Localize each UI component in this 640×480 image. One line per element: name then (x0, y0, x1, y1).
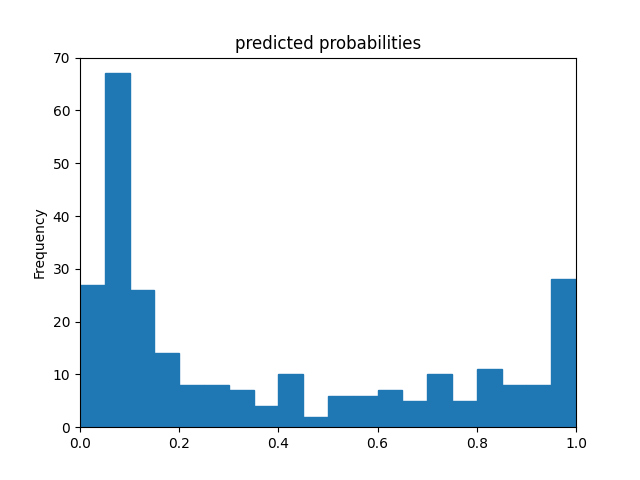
Bar (278, 374, 303, 427)
Title: predicted probabilities: predicted probabilities (235, 35, 421, 53)
Bar (328, 396, 353, 427)
Bar (551, 279, 576, 427)
Bar (378, 390, 403, 427)
Bar (353, 396, 378, 427)
Bar (154, 353, 179, 427)
Bar (253, 406, 278, 427)
Bar (452, 401, 477, 427)
Y-axis label: Frequency: Frequency (33, 206, 47, 278)
Bar (303, 417, 328, 427)
Bar (105, 73, 129, 427)
Bar (527, 385, 551, 427)
Bar (477, 369, 502, 427)
Bar (502, 385, 527, 427)
Bar (403, 401, 428, 427)
Bar (229, 390, 253, 427)
Bar (80, 285, 105, 427)
Bar (428, 374, 452, 427)
Bar (129, 290, 154, 427)
Bar (179, 385, 204, 427)
Bar (204, 385, 229, 427)
